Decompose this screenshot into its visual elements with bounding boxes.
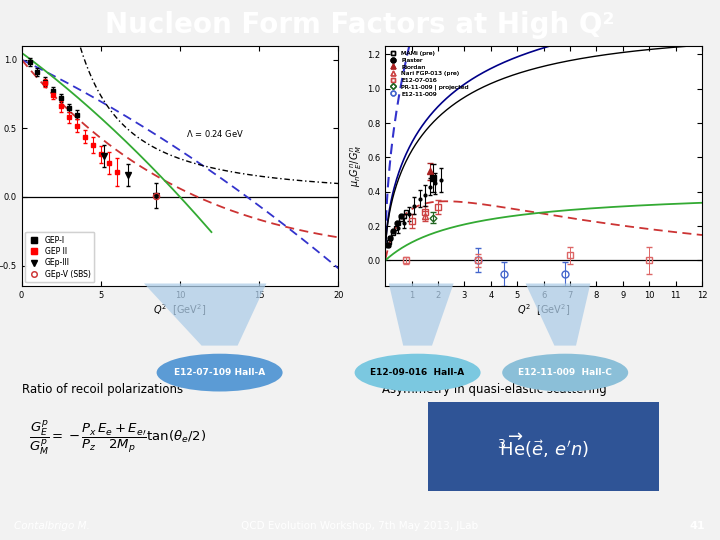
VMD - Lomon (2002)	[143, 126, 151, 132]
BLAST fit	[611, 28, 620, 34]
Text: E12-07-109 Hall-A: E12-07-109 Hall-A	[174, 368, 265, 377]
Y-axis label: $\mu_n G_E^n/G_M^n$: $\mu_n G_E^n/G_M^n$	[349, 145, 364, 187]
Text: QCD Evolution Workshop, 7th May 2013, JLab: QCD Evolution Workshop, 7th May 2013, JL…	[241, 521, 479, 531]
BLAST fit	[610, 28, 618, 35]
Text: $\dfrac{G_E^p}{G_M^p} = -\dfrac{P_x}{P_z}\dfrac{E_e+E_{e\prime}}{2M_p}\tan(\thet: $\dfrac{G_E^p}{G_M^p} = -\dfrac{P_x}{P_z…	[29, 418, 206, 457]
DSE - Cloet (2010)	[381, 256, 390, 262]
BLAST fit	[419, 120, 428, 127]
Text: $^3\!\!\overrightarrow{\mathrm{He}}(\vec{e},\,e^{\prime}n)$: $^3\!\!\overrightarrow{\mathrm{He}}(\vec…	[498, 431, 590, 460]
$F_2/F_1 \sim \ln^2(Q^2/\Lambda^2)/Q^2$	[217, 167, 226, 173]
BLAST fit	[381, 245, 390, 251]
Galster fit	[419, 234, 428, 240]
DSE, $\bar{q}(qq)$ - (2012)	[55, 98, 64, 105]
E02-013 fit	[610, 50, 618, 57]
CQM - Miller (2002)	[17, 50, 26, 56]
Polygon shape	[144, 284, 266, 346]
FancyBboxPatch shape	[428, 402, 659, 491]
E02-013 fit	[611, 50, 620, 57]
DSE, $\bar{q}(qq)$ - (2012)	[217, 204, 225, 210]
CQM - Miller (2002)	[143, 159, 151, 166]
BLAST fit	[485, 66, 493, 73]
$F_2/F_1 \sim \ln^2(Q^2/\Lambda^2)/Q^2$	[212, 166, 221, 172]
DSE - Cloet (2010)	[485, 202, 494, 208]
DSE - Cloet (2010)	[419, 201, 428, 207]
E02-013 fit	[485, 82, 493, 88]
Galster fit	[611, 204, 620, 210]
Line: CQM - Miller (2002): CQM - Miller (2002)	[22, 53, 212, 232]
DSE, $\bar{q}(qq)$ - (2012)	[17, 57, 26, 63]
E02-013 fit	[381, 245, 390, 252]
CQM - Miller (2002)	[194, 213, 202, 220]
VMD - Lomon (2002)	[246, 196, 255, 202]
E02-013 fit	[506, 72, 515, 79]
$F_2/F_1 \sim \ln^2(Q^2/\Lambda^2)/Q^2$	[334, 180, 343, 187]
DSE, $\bar{q}(qq)$ - (2012)	[246, 214, 255, 220]
CQM - Miller (2002)	[25, 56, 34, 62]
BLAST fit	[506, 56, 515, 63]
DSE - Cloet (2010)	[612, 221, 621, 228]
Galster fit	[381, 257, 390, 264]
Legend: MAMi (pre), Plaster, Riordan, Nari FGP-013 (pre), E12-07-016, PR-11-009 | projec: MAMi (pre), Plaster, Riordan, Nari FGP-0…	[388, 49, 471, 98]
Text: E12-09-016  Hall-A: E12-09-016 Hall-A	[371, 368, 464, 377]
DSE, $\bar{q}(qq)$ - (2012)	[248, 214, 256, 221]
X-axis label: $Q^2\ \ [\mathrm{GeV}^2]$: $Q^2\ \ [\mathrm{GeV}^2]$	[517, 303, 570, 319]
Legend: GEP-I, GEP II, GEp-III, GEp-V (SBS): GEP-I, GEP II, GEp-III, GEp-V (SBS)	[25, 232, 94, 282]
DSE - Cloet (2010)	[698, 232, 706, 238]
Text: Nucleon Form Factors at High Q²: Nucleon Form Factors at High Q²	[105, 11, 615, 39]
Ellipse shape	[157, 354, 282, 391]
Galster fit	[580, 206, 589, 212]
Line: Galster fit: Galster fit	[385, 203, 702, 260]
VMD - Lomon (2002)	[55, 76, 64, 82]
DSE, $\bar{q}(qq)$ - (2012)	[143, 167, 151, 174]
Galster fit	[506, 213, 515, 219]
Text: E12-11-009  Hall-C: E12-11-009 Hall-C	[518, 368, 612, 377]
$F_2/F_1 \sim \ln^2(Q^2/\Lambda^2)/Q^2$	[306, 178, 315, 185]
Galster fit	[698, 200, 706, 206]
Line: DSE, $\bar{q}(qq)$ - (2012): DSE, $\bar{q}(qq)$ - (2012)	[22, 60, 338, 238]
E02-013 fit	[698, 42, 706, 49]
BLAST fit	[698, 15, 706, 22]
Text: Ratio of recoil polarizations: Ratio of recoil polarizations	[22, 383, 183, 396]
DSE - Cloet (2010)	[611, 221, 619, 228]
E02-013 fit	[580, 55, 589, 61]
Ellipse shape	[354, 354, 481, 391]
Polygon shape	[526, 284, 590, 346]
X-axis label: $Q^2\ \ [\mathrm{GeV}^2]$: $Q^2\ \ [\mathrm{GeV}^2]$	[153, 303, 207, 319]
DSE, $\bar{q}(qq)$ - (2012)	[334, 234, 343, 241]
$F_2/F_1 \sim \ln^2(Q^2/\Lambda^2)/Q^2$	[211, 165, 220, 172]
BLAST fit	[580, 34, 589, 40]
DSE - Cloet (2010)	[508, 205, 516, 212]
Ellipse shape	[503, 354, 628, 391]
VMD - Lomon (2002)	[121, 112, 130, 119]
Text: Asymmetry in quasi-elastic scattering: Asymmetry in quasi-elastic scattering	[382, 383, 606, 396]
Line: $F_2/F_1 \sim \ln^2(Q^2/\Lambda^2)/Q^2$: $F_2/F_1 \sim \ln^2(Q^2/\Lambda^2)/Q^2$	[37, 0, 338, 184]
Line: VMD - Lomon (2006): VMD - Lomon (2006)	[385, 0, 702, 237]
VMD - Lomon (2006)	[381, 234, 390, 240]
E02-013 fit	[419, 130, 428, 137]
DSE, $\bar{q}(qq)$ - (2012)	[121, 153, 130, 159]
CQM - Miller (2002)	[30, 59, 39, 66]
Text: 41: 41	[690, 521, 706, 531]
VMD - Lomon (2002)	[217, 175, 225, 181]
$F_2/F_1 \sim \ln^2(Q^2/\Lambda^2)/Q^2$	[287, 177, 295, 183]
Line: DSE - Cloet (2010): DSE - Cloet (2010)	[385, 201, 702, 259]
Galster fit	[610, 204, 618, 210]
Text: $\Lambda$ = 0.24 GeV: $\Lambda$ = 0.24 GeV	[186, 128, 245, 139]
CQM - Miller (2002)	[207, 229, 216, 235]
CQM - Miller (2002)	[81, 102, 90, 108]
Text: Contalbrigo M.: Contalbrigo M.	[14, 521, 90, 531]
DSE - Cloet (2010)	[442, 198, 451, 205]
VMD - Lomon (2002)	[248, 197, 256, 204]
Line: BLAST fit: BLAST fit	[385, 18, 702, 248]
Galster fit	[485, 217, 493, 223]
VMD - Lomon (2002)	[17, 57, 26, 63]
CQM - Miller (2002)	[48, 73, 56, 79]
VMD - Lomon (2002)	[334, 265, 343, 272]
Line: VMD - Lomon (2002): VMD - Lomon (2002)	[22, 60, 338, 268]
Polygon shape	[389, 284, 454, 346]
Line: E02-013 fit: E02-013 fit	[385, 45, 702, 248]
DSE - Cloet (2010)	[581, 217, 590, 224]
